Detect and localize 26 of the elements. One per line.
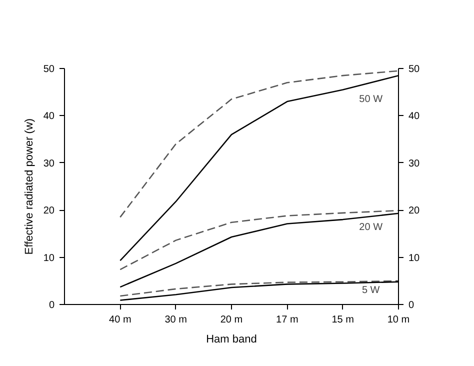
x-tick-label: 17 m [276, 314, 298, 326]
y2-tick-label: 50 [408, 64, 420, 75]
y2-tick-label: 20 [408, 206, 420, 217]
line-series [120, 280, 398, 297]
annotation: 5 W [362, 285, 380, 296]
y2-tick-label: 0 [408, 300, 414, 311]
y2-tick-label: 30 [408, 158, 420, 170]
x-axis-title: Ham band [206, 334, 257, 346]
x-tick-label: 40 m [109, 314, 132, 326]
y2-tick-label: 40 [408, 111, 420, 122]
x-tick-label: 10 m [387, 314, 410, 326]
x-tick-label: 15 m [332, 314, 354, 326]
y2-tick-label: 10 [408, 252, 420, 264]
y-tick-label: 40 [43, 111, 55, 122]
line-series [120, 70, 398, 218]
y-tick-label: 0 [48, 300, 55, 311]
line-series [120, 210, 398, 270]
x-tick-label: 30 m [164, 314, 187, 326]
y-tick-label: 20 [43, 206, 55, 217]
y-axis-title: Effective radiated power (w) [23, 118, 36, 255]
x-tick-label: 20 m [220, 314, 243, 326]
y-tick-label: 50 [43, 64, 55, 75]
y-tick-label: 30 [43, 158, 55, 170]
annotation: 20 W [359, 222, 384, 234]
y-tick-label: 10 [43, 252, 55, 264]
annotation: 50 W [359, 94, 384, 105]
